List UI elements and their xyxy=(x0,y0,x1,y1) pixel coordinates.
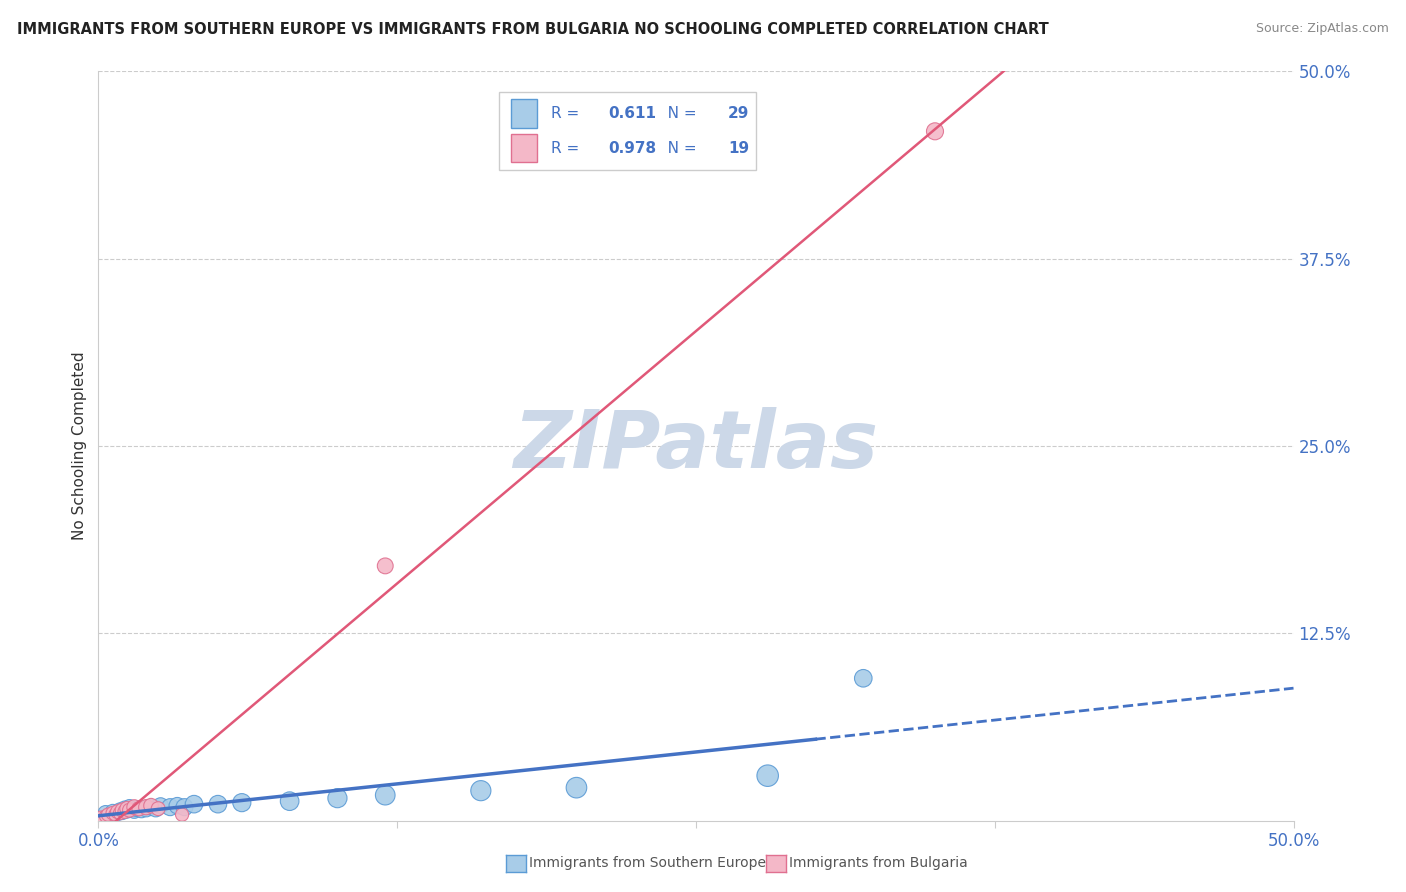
Point xyxy=(111,803,134,817)
Point xyxy=(114,805,136,819)
Point xyxy=(124,800,146,814)
Point xyxy=(166,798,188,813)
Text: 29: 29 xyxy=(728,106,749,121)
Point xyxy=(125,802,148,816)
Point xyxy=(111,805,134,819)
Point xyxy=(114,802,136,816)
Y-axis label: No Schooling Completed: No Schooling Completed xyxy=(72,351,87,541)
Point xyxy=(118,803,141,817)
Text: Immigrants from Southern Europe: Immigrants from Southern Europe xyxy=(529,856,766,871)
Point xyxy=(278,794,301,808)
Point xyxy=(173,800,195,814)
Point xyxy=(148,802,170,816)
Text: 0.611: 0.611 xyxy=(609,106,657,121)
FancyBboxPatch shape xyxy=(510,134,537,162)
Point xyxy=(139,800,162,814)
Point xyxy=(183,797,205,812)
Point xyxy=(101,806,124,821)
FancyBboxPatch shape xyxy=(499,92,756,170)
Text: IMMIGRANTS FROM SOUTHERN EUROPE VS IMMIGRANTS FROM BULGARIA NO SCHOOLING COMPLET: IMMIGRANTS FROM SOUTHERN EUROPE VS IMMIG… xyxy=(17,22,1049,37)
Text: Source: ZipAtlas.com: Source: ZipAtlas.com xyxy=(1256,22,1389,36)
Point xyxy=(207,797,229,812)
Point xyxy=(326,791,349,805)
Text: R =: R = xyxy=(551,106,589,121)
Point xyxy=(94,809,117,823)
Point xyxy=(565,780,588,795)
Text: Immigrants from Bulgaria: Immigrants from Bulgaria xyxy=(789,856,967,871)
Point xyxy=(374,788,396,802)
Point xyxy=(104,807,127,822)
Point xyxy=(97,807,120,822)
Point xyxy=(172,807,194,822)
FancyBboxPatch shape xyxy=(510,99,537,128)
Point xyxy=(101,805,124,819)
Point xyxy=(118,800,141,814)
Text: 19: 19 xyxy=(728,141,749,156)
Point xyxy=(139,798,162,813)
Point xyxy=(145,802,167,816)
Point xyxy=(159,800,181,814)
Text: ZIPatlas: ZIPatlas xyxy=(513,407,879,485)
Point xyxy=(756,769,779,783)
Point xyxy=(852,671,875,685)
Text: R =: R = xyxy=(551,141,589,156)
Point xyxy=(98,807,122,822)
Text: 0.978: 0.978 xyxy=(609,141,657,156)
Point xyxy=(231,796,253,810)
Point xyxy=(128,802,150,816)
Point xyxy=(149,798,172,813)
Point xyxy=(107,805,129,819)
Point xyxy=(374,558,396,573)
Point xyxy=(108,803,131,817)
Point xyxy=(124,803,146,817)
Point xyxy=(470,783,492,797)
Point xyxy=(131,803,153,817)
Point xyxy=(108,806,131,821)
Point xyxy=(115,802,138,816)
Point xyxy=(107,806,129,821)
Point xyxy=(94,806,117,821)
Point xyxy=(924,124,946,138)
Point xyxy=(135,802,157,816)
Text: N =: N = xyxy=(652,106,702,121)
Point xyxy=(135,800,157,814)
Point xyxy=(115,803,138,817)
Point xyxy=(90,811,112,825)
Text: N =: N = xyxy=(652,141,702,156)
